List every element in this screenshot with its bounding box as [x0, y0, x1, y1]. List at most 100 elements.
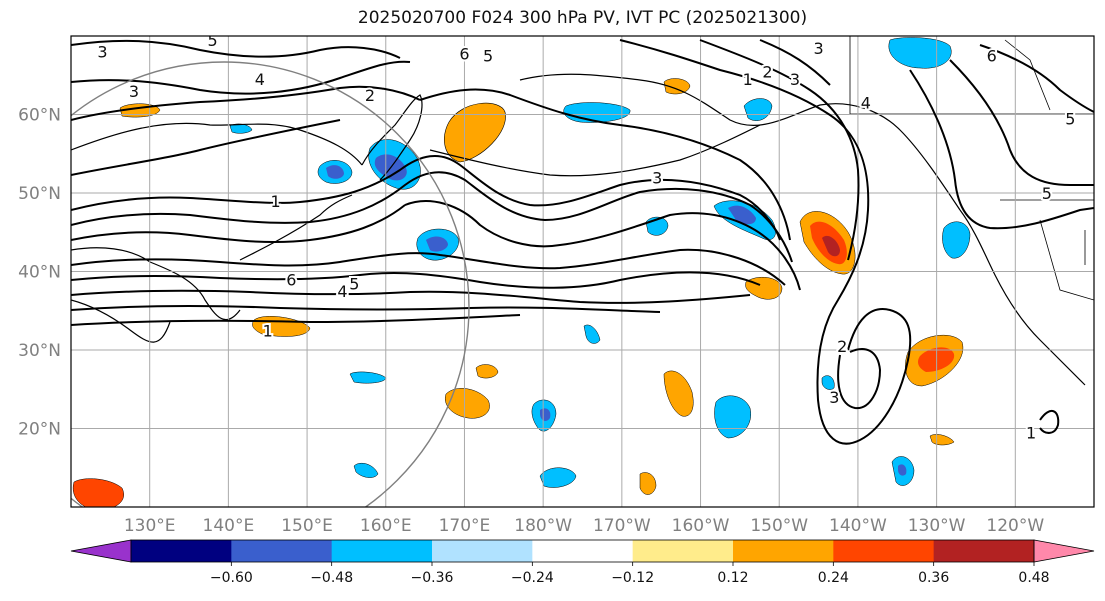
lon-label: 130°W [908, 516, 966, 536]
contour-label: 1 [1026, 423, 1036, 442]
colorbar-swatch [231, 540, 333, 562]
lat-label: 30°N [18, 341, 61, 361]
gridlines [71, 36, 1094, 507]
colorbar-swatch [733, 540, 834, 562]
lon-label: 170°W [593, 516, 651, 536]
contour-label: 5 [349, 274, 359, 293]
colorbar-swatch [131, 540, 232, 562]
coastline-asia [71, 122, 363, 343]
contour-label: 5 [208, 31, 218, 50]
coastline-aleutians [429, 124, 761, 177]
colorbar-swatch [933, 540, 1035, 562]
contour-label: 3 [813, 39, 823, 58]
contour-label: 1 [271, 192, 281, 211]
lon-label: 130°E [124, 516, 176, 536]
colorbar-extend-low [70, 539, 132, 563]
lon-label: 150°W [750, 516, 808, 536]
colorbar-tick-label: −0.60 [210, 570, 253, 586]
pv-contour [909, 69, 1094, 230]
colorbar-tick-label: 0.24 [818, 570, 849, 586]
lat-label: 60°N [18, 106, 61, 126]
map-frame [70, 35, 1095, 508]
contour-label: 4 [255, 70, 265, 89]
anomaly-darkblue [326, 165, 344, 179]
anomaly-darkblue [540, 408, 551, 421]
pv-contour [837, 348, 882, 410]
colorbar-tick-label: 0.48 [1018, 570, 1049, 586]
contour-label: 5 [1042, 184, 1052, 203]
colorbar-tick-label: −0.24 [511, 570, 554, 586]
anomaly-orange [444, 388, 490, 419]
pv-contour [71, 39, 401, 59]
anomaly-orange [929, 434, 955, 446]
border-line [1004, 39, 1051, 111]
colorbar: −0.60 −0.48 −0.36 −0.24 −0.12 0.12 0.24 0.36 0.4… [70, 539, 1095, 586]
coastline-north-america [959, 209, 1086, 386]
colorbar-swatch [331, 540, 433, 562]
pv-contour [949, 59, 1094, 186]
anomaly-orange [663, 370, 694, 417]
contour-label: 3 [790, 70, 800, 89]
region-circle [71, 61, 470, 507]
anomaly-orange [475, 364, 499, 379]
colorbar-swatch [632, 540, 734, 562]
anomaly-blue [743, 98, 773, 121]
anomaly-darkblue [426, 236, 448, 252]
contour-label: 3 [829, 388, 839, 407]
lon-label: 170°E [439, 516, 491, 536]
contour-label: 2 [837, 337, 847, 356]
colorbar-tick-label: −0.48 [310, 570, 353, 586]
pv-contour [71, 289, 751, 304]
colorbar-tick-label: −0.36 [411, 570, 454, 586]
contour-label: 2 [365, 86, 375, 105]
coastline-kamchatka [361, 94, 423, 181]
anomaly-darkred [822, 235, 840, 257]
anomaly-orange [663, 78, 691, 95]
coastline-alaska [519, 73, 961, 211]
pv-contour [71, 314, 521, 326]
pv-contour [71, 200, 801, 291]
border-line [1039, 219, 1094, 301]
anomaly-blue [583, 324, 601, 344]
anomaly-blue [942, 221, 971, 259]
anomaly-orange [444, 102, 506, 163]
contour-label: 4 [337, 282, 347, 301]
pv-contour [71, 85, 421, 121]
lon-label: 160°E [360, 516, 412, 536]
colorbar-tick-label: −0.12 [611, 570, 654, 586]
pv-contour [71, 171, 793, 263]
pv-contour [71, 248, 786, 286]
anomaly-blue [353, 463, 379, 478]
colorbar-swatch [532, 540, 634, 562]
contour-label: 6 [987, 47, 997, 66]
contour-label: 6 [459, 44, 469, 63]
contour-label: 1 [743, 70, 753, 89]
anomaly-blue [821, 375, 835, 390]
colorbar-swatch [833, 540, 935, 562]
anomaly-orange [639, 472, 657, 495]
colorbar-swatch [432, 540, 533, 562]
contour-label: 4 [861, 94, 871, 113]
pv-contour [71, 60, 411, 95]
pv-contour [71, 154, 781, 241]
contour-label: 1 [263, 321, 273, 340]
lon-label: 160°W [672, 516, 730, 536]
anomaly-blue [539, 467, 577, 488]
coastlines [71, 73, 1086, 386]
colorbar-tick-label: 0.36 [918, 570, 949, 586]
lon-label: 180°W [514, 516, 572, 536]
contour-label: 6 [286, 270, 296, 289]
pv-contour [71, 304, 661, 313]
pv-contour [979, 44, 1094, 113]
colorbar-tick-label: 0.12 [717, 570, 748, 586]
anomaly-red [72, 478, 124, 507]
contour-label: 3 [652, 168, 662, 187]
pv-contour [619, 39, 912, 445]
contour-label: 3 [129, 82, 139, 101]
lon-label: 140°E [203, 516, 255, 536]
latitude-labels: 60°N 50°N 40°N 30°N 20°N [18, 106, 61, 440]
colorbar-frame [130, 539, 1035, 563]
pv-contour [699, 39, 860, 261]
